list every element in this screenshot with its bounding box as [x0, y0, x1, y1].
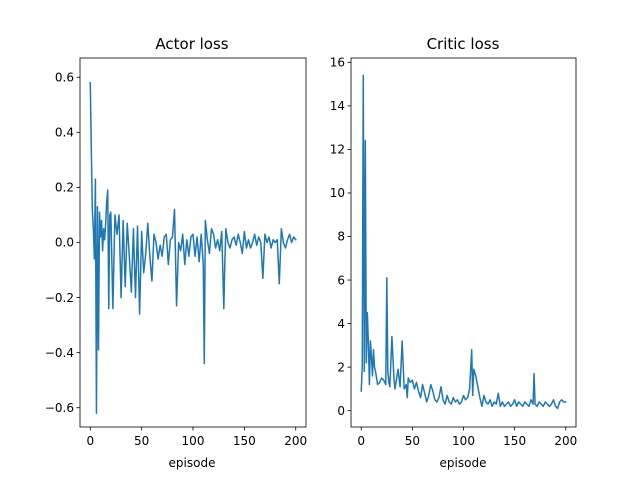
- chart-title: Actor loss: [155, 35, 228, 53]
- y-tick-label: 0.6: [55, 70, 74, 84]
- x-tick-label: 0: [86, 434, 94, 448]
- x-tick-label: 200: [554, 434, 577, 448]
- y-tick-label: 8: [337, 230, 345, 244]
- x-axis-label: episode: [169, 456, 216, 470]
- y-tick-label: 0.2: [55, 181, 74, 195]
- y-tick-label: 0: [337, 404, 345, 418]
- x-tick-label: 100: [452, 434, 475, 448]
- chart-title: Critic loss: [427, 35, 500, 53]
- x-tick-label: 200: [284, 434, 307, 448]
- x-tick-label: 150: [503, 434, 526, 448]
- y-tick-label: 2: [337, 360, 345, 374]
- x-tick-label: 0: [357, 434, 365, 448]
- actor-loss-chart: Actor loss episode 0 50 100 150 200 −0.6 −0.4 −…: [45, 35, 307, 470]
- x-tick-label: 150: [233, 434, 256, 448]
- y-tick-label: 4: [337, 317, 345, 331]
- series-line: [360, 74, 567, 410]
- y-tick-label: 16: [330, 56, 345, 70]
- x-axis-label: episode: [440, 456, 487, 470]
- y-tick-label: −0.6: [45, 401, 74, 415]
- y-tick-label: 14: [330, 99, 345, 113]
- y-tick-label: 0.0: [55, 236, 74, 250]
- x-tick-label: 100: [182, 434, 205, 448]
- y-tick-label: −0.4: [45, 346, 74, 360]
- x-tick-label: 50: [405, 434, 420, 448]
- y-tick-label: 10: [330, 186, 345, 200]
- critic-loss-chart: Critic loss episode 0 50 100 150 200 0 2 4 6 8 10 1…: [330, 35, 578, 470]
- y-tick-label: 6: [337, 273, 345, 287]
- y-tick-label: 12: [330, 143, 345, 157]
- x-tick-label: 50: [134, 434, 149, 448]
- series-line: [89, 82, 297, 414]
- y-tick-label: −0.2: [45, 291, 74, 305]
- y-tick-label: 0.4: [55, 126, 74, 140]
